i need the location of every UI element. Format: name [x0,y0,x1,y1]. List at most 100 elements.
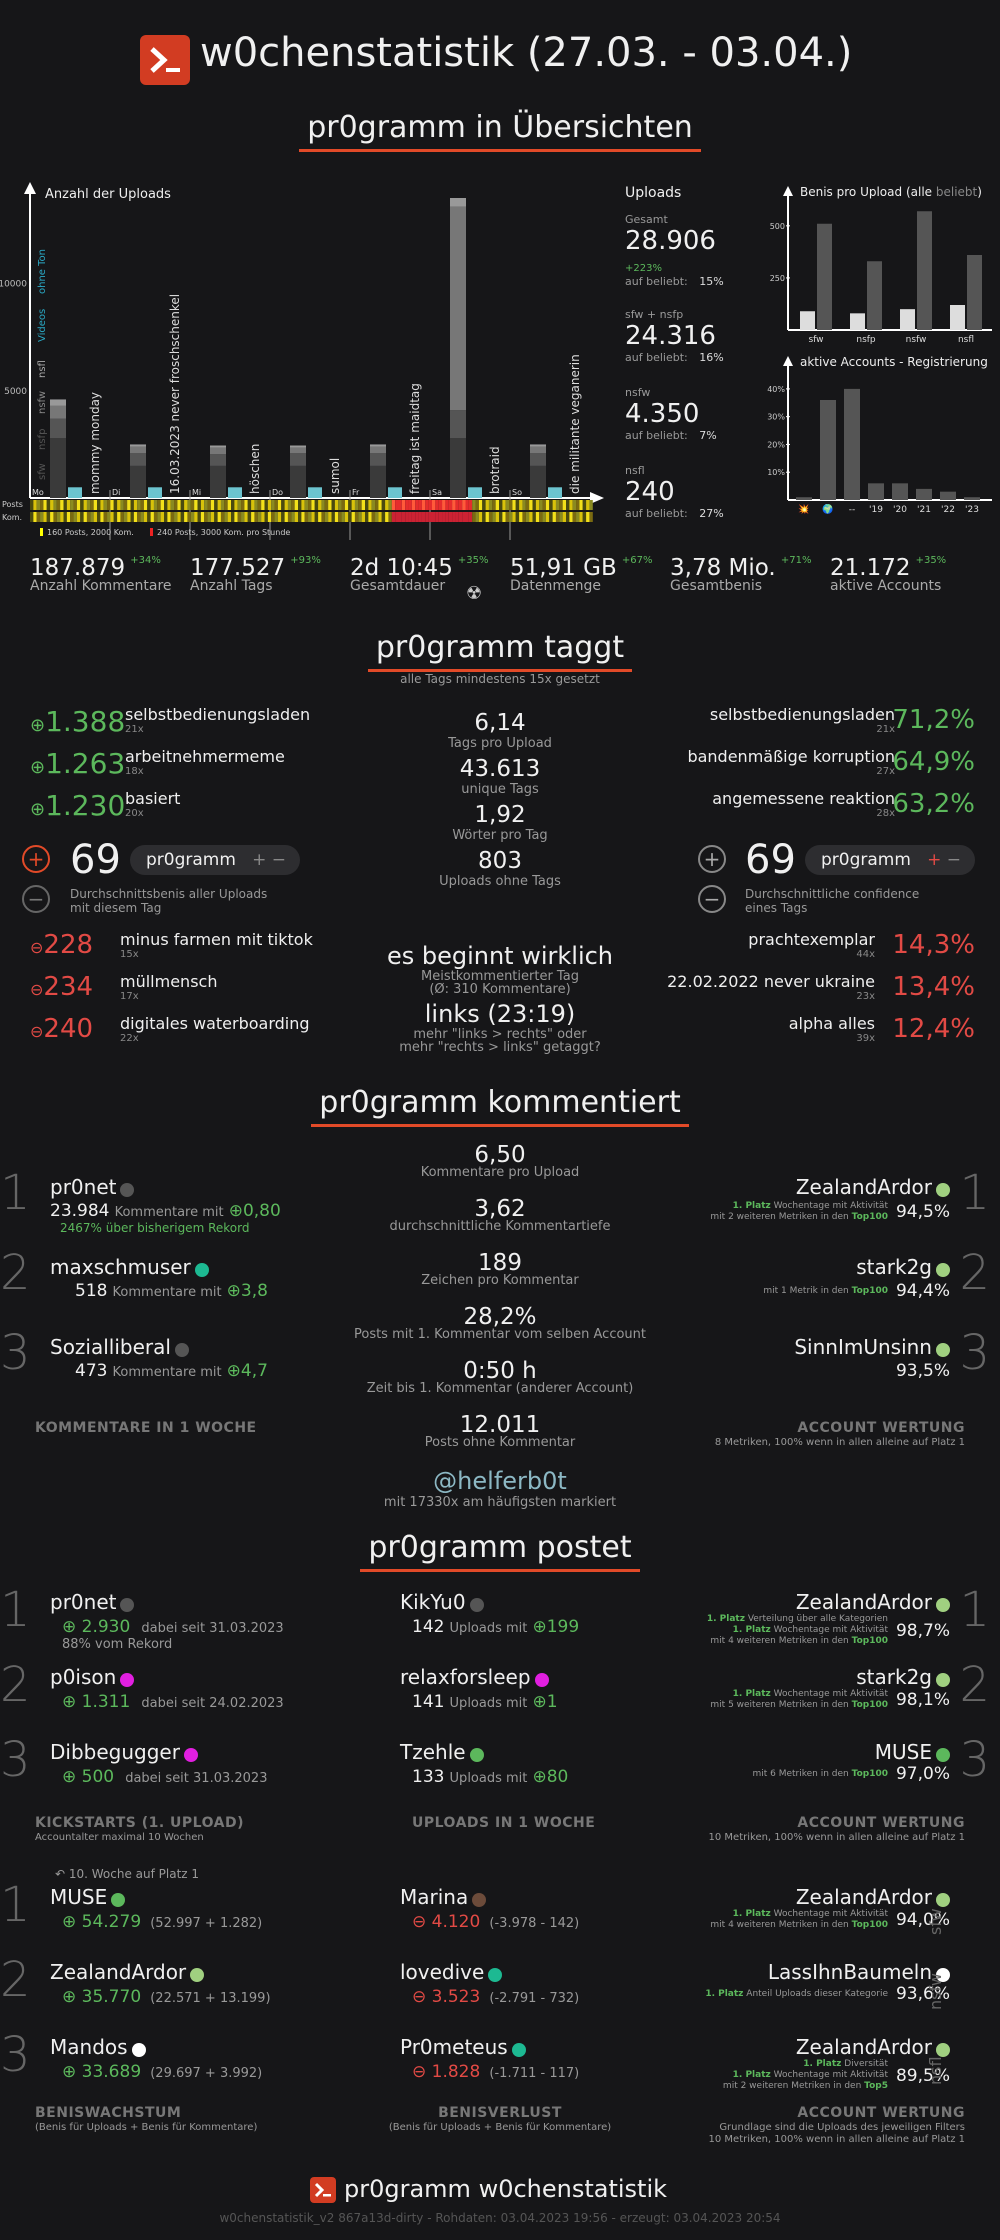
heat-comments [545,512,550,522]
account-entry[interactable]: ZealandArdor 1. Platz Verteilung über all… [630,1590,950,1647]
user-entry[interactable]: Tzehle 133 Uploads mit ⊕80 [400,1740,660,1787]
heat-comments [287,512,292,522]
account-entry[interactable]: ZealandArdor 1. Platz Diversität 1. Platz … [630,2035,950,2092]
x-tick-label: -- [849,505,856,515]
x-tick-label: Mo [32,488,44,497]
username[interactable]: ZealandArdor [795,1885,932,1909]
user-entry[interactable]: Marina ⊖ 4.120 (-3.978 - 142) [400,1885,660,1932]
heat-comments [438,512,443,522]
user-entry[interactable]: pr0net 23.984 Kommentare mit ⊕0,80 2467%… [50,1175,281,1235]
upload-count: 142 [412,1617,445,1637]
heat-comments [465,512,469,522]
bar-nsfw [530,446,546,453]
footer-logo-icon [314,2182,331,2198]
heat-posts [60,500,64,510]
tag-count: 28x [876,808,895,819]
user-entry[interactable]: Sozialliberal 473 Kommentare mit ⊕4,7 [50,1335,268,1381]
username[interactable]: stark2g [856,1255,932,1279]
user-entry[interactable]: Pr0meteus ⊖ 1.828 (-1.711 - 117) [400,2035,660,2082]
username[interactable]: ZealandArdor [50,1960,187,1984]
tag-count: 15x [120,949,139,960]
user-entry[interactable]: pr0net ⊕ 2.930 dabei seit 31.03.2023 88% v… [50,1590,310,1652]
account-metrics: 1. Platz Anteil Uploads dieser Kategorie [705,1988,888,1999]
username[interactable]: Sozialliberal [50,1335,171,1359]
user-entry[interactable]: SinnImUnsinn 93,5% [650,1335,950,1381]
heat-posts [582,500,587,510]
heat-posts [545,500,550,510]
username[interactable]: pr0net [50,1175,117,1199]
username[interactable]: pr0net [50,1590,117,1614]
username[interactable]: relaxforsleep [400,1665,531,1689]
account-entry[interactable]: LassIhnBaumeln 1. Platz Anteil Uploads di… [630,1960,950,2004]
user-entry[interactable]: lovedive ⊖ 3.523 (-2.791 - 732) [400,1960,660,2007]
user-entry[interactable]: relaxforsleep 141 Uploads mit ⊕1 [400,1665,660,1712]
username[interactable]: KikYu0 [400,1590,466,1614]
username[interactable]: ZealandArdor [795,2035,932,2059]
account-entry[interactable]: ZealandArdor 1. Platz Wochentage mit Akti… [630,1885,950,1931]
account-entry[interactable]: MUSE mit 6 Metriken in den Top100 97,0% [630,1740,950,1784]
heat-posts [415,500,419,510]
heat-posts [318,500,322,510]
tag-pill[interactable]: pr0gramm + − [130,845,300,875]
username[interactable]: Mandos [50,2035,128,2059]
section-posts: pr0gramm postet [0,1530,1000,1572]
username[interactable]: stark2g [856,1665,932,1689]
account-entry[interactable]: stark2g 1. Platz Wochentage mit Aktivität… [630,1665,950,1711]
username[interactable]: Pr0meteus [400,2035,508,2059]
user-entry[interactable]: stark2g mit 1 Metrik in den Top100 94,4% [650,1255,950,1301]
user-entry[interactable]: p0ison ⊕ 1.311 dabei seit 24.02.2023 [50,1665,310,1712]
username[interactable]: maxschmuser [50,1255,191,1279]
username[interactable]: Dibbegugger [50,1740,180,1764]
heat-posts [455,500,459,510]
plus-circle-icon[interactable]: + [22,845,50,873]
heat-posts [398,500,402,510]
heat-posts [90,500,94,510]
heat-posts [308,500,312,510]
tag-name-block: arbeitnehmermeme 18x [125,747,285,777]
user-entry[interactable]: Mandos ⊕ 33.689 (29.697 + 3.992) [50,2035,310,2082]
rank-number: 3 [959,1732,990,1788]
username[interactable]: MUSE [874,1740,932,1764]
tag-avg-caption: Durchschnittsbenis aller Uploads mit dies… [70,887,268,915]
bar-nsfl [530,444,546,447]
username[interactable]: ZealandArdor [795,1590,932,1614]
user-entry[interactable]: MUSE ⊕ 54.279 (52.997 + 1.282) [50,1885,310,1932]
minus-circle-icon[interactable]: − [698,885,726,913]
bar [868,483,884,500]
stat-change: +93% [290,555,321,566]
mention-user[interactable]: @helferb0t [433,1467,567,1495]
heat-comments [539,512,543,522]
user-entry[interactable]: ZealandArdor 1. Platz Wochentage mit Akt… [650,1175,950,1223]
heat-posts [344,500,349,510]
username[interactable]: SinnImUnsinn [794,1335,932,1359]
heat-comments [43,512,47,522]
heat-comments [572,512,577,522]
tag-pill[interactable]: pr0gramm + − [805,845,975,875]
user-entry[interactable]: KikYu0 142 Uploads mit ⊕199 [400,1590,660,1637]
bar [916,488,932,500]
heat-comments [298,512,302,522]
plus-circle-icon[interactable]: + [698,845,726,873]
y-axis-arrow [783,186,793,196]
user-entry[interactable]: maxschmuser 518 Kommentare mit ⊕3,8 [50,1255,268,1301]
upload-count-label: Uploads mit [449,1771,528,1786]
pill-controls[interactable]: + − [927,850,961,870]
username[interactable]: ZealandArdor [795,1175,932,1199]
pill-controls[interactable]: + − [252,850,286,870]
comment-count-label: Kommentare mit [112,1285,222,1300]
bar [964,497,980,500]
category-label: nsfw [926,1973,945,2010]
username[interactable]: Tzehle [400,1740,466,1764]
heat-posts [371,500,376,510]
username[interactable]: MUSE [50,1885,108,1909]
y-tick-label: 30% [767,413,785,422]
heat-posts [281,500,285,510]
stat-value: 21.172 [830,555,911,581]
user-entry[interactable]: Dibbegugger ⊕ 500 dabei seit 31.03.2023 [50,1740,310,1787]
username[interactable]: p0ison [50,1665,117,1689]
username[interactable]: Marina [400,1885,469,1909]
username[interactable]: lovedive [400,1960,485,1984]
username[interactable]: LassIhnBaumeln [767,1960,932,1984]
user-entry[interactable]: ZealandArdor ⊕ 35.770 (22.571 + 13.199) [50,1960,310,2007]
minus-circle-icon[interactable]: − [22,885,50,913]
